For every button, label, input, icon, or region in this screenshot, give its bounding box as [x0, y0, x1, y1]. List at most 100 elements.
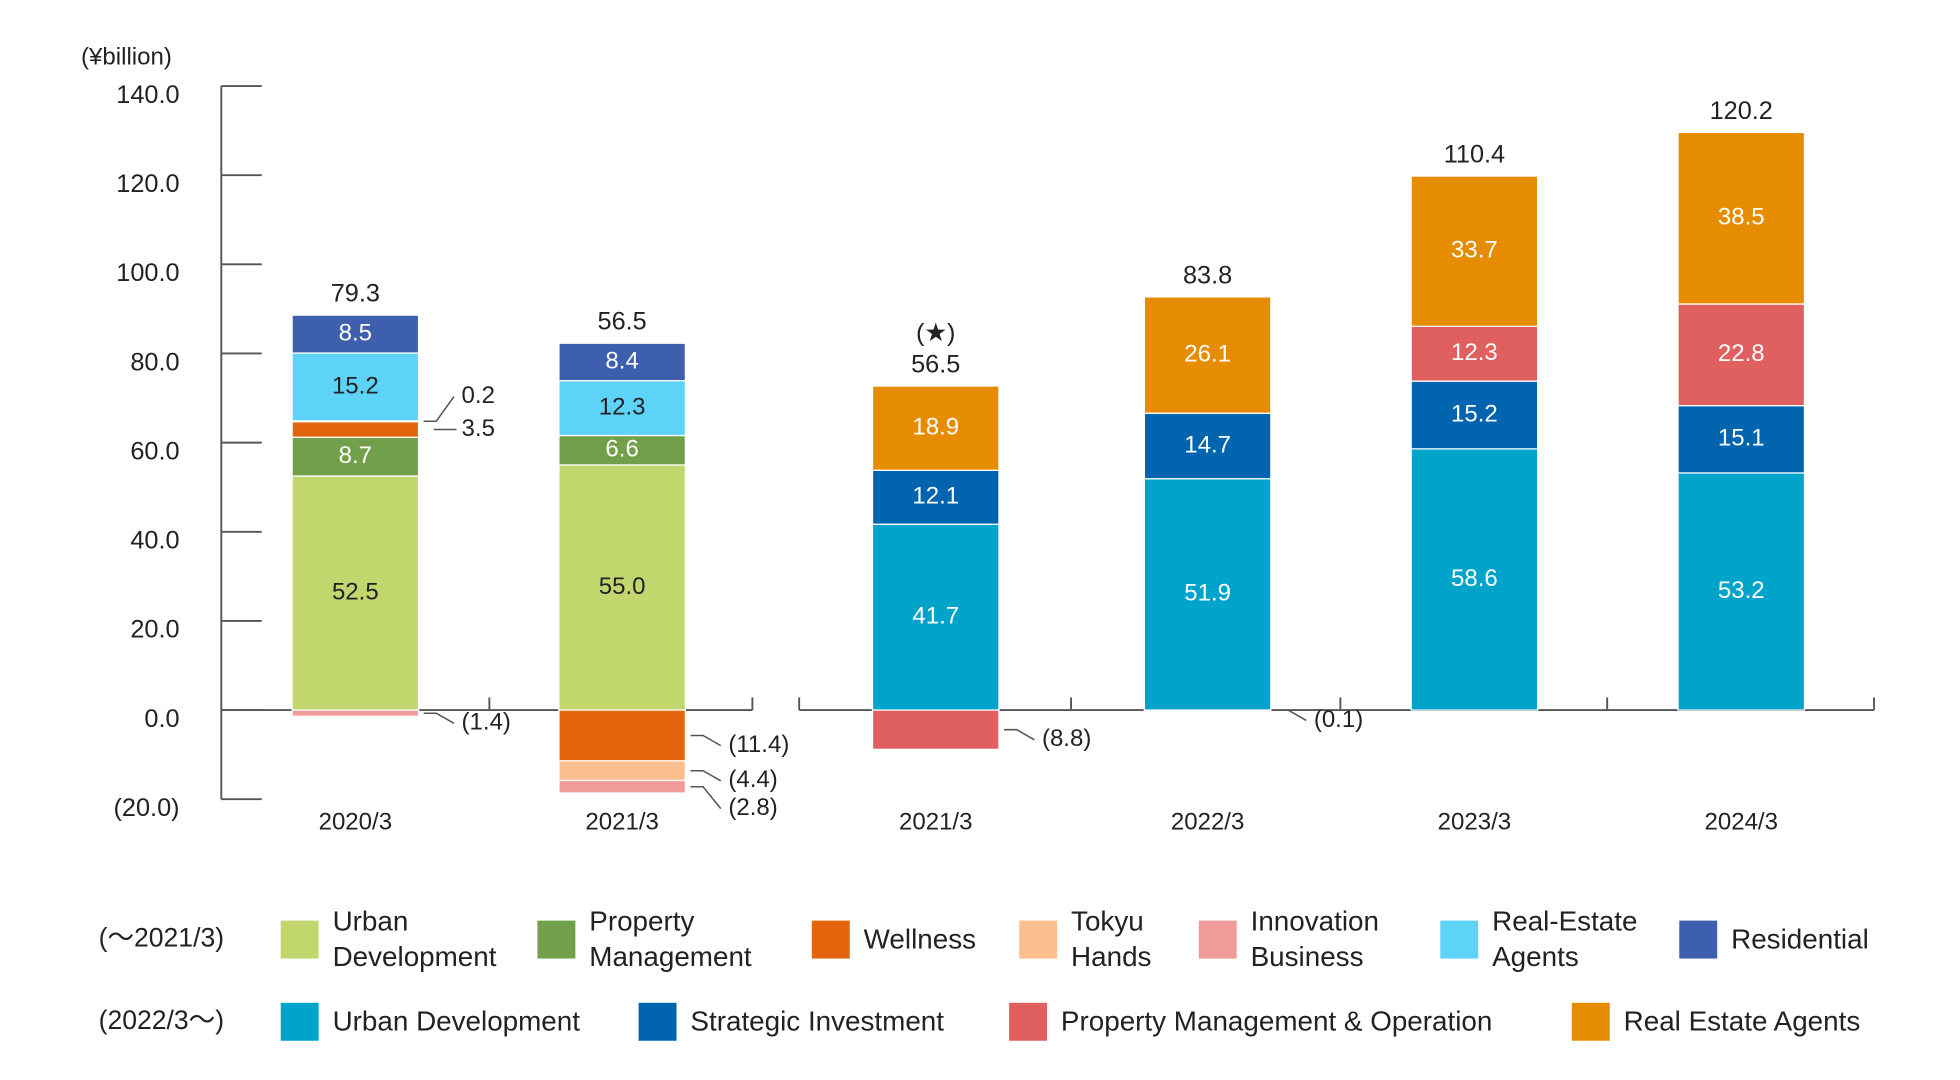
- legend-entry: Urban Development: [332, 1005, 580, 1037]
- legend-entry: Tokyu Hands: [1071, 905, 1152, 973]
- legend-label: Residential: [1731, 923, 1869, 955]
- value-label: (11.4): [728, 731, 789, 758]
- bar-segment: [558, 760, 686, 782]
- legend-label: Innovation Business: [1250, 905, 1379, 973]
- legend-swatch: [280, 1002, 319, 1041]
- y-tick-label: 20.0: [130, 616, 179, 644]
- bar-segment: [1143, 296, 1272, 414]
- bar-segment: [291, 421, 420, 438]
- legend-swatch: [1009, 1002, 1048, 1041]
- bar-segment: [1410, 380, 1539, 450]
- value-label: (2.8): [728, 794, 777, 821]
- leader-line: [1004, 728, 1035, 741]
- legend-label: Urban Development: [332, 1005, 580, 1037]
- bar-segment: [558, 380, 686, 437]
- y-tick-label: 120.0: [116, 170, 179, 198]
- y-tick-label: 0.0: [144, 705, 179, 733]
- x-tick-label: 2024/3: [1705, 809, 1778, 836]
- legend-swatch: [811, 920, 850, 959]
- total-label: 56.5: [598, 308, 647, 336]
- bar-segment: [871, 385, 1000, 471]
- legend-group-label: (～2021/3): [99, 923, 224, 953]
- leader-line: [690, 769, 722, 782]
- legend-label: Real-Estate Agents: [1492, 905, 1638, 973]
- total-label: 120.2: [1710, 97, 1773, 125]
- legend-swatch: [280, 920, 319, 959]
- bar-segment: [291, 709, 420, 717]
- x-tick-label: 2020/3: [319, 809, 392, 836]
- annotation: (★): [916, 319, 956, 347]
- legend-label: Wellness: [863, 923, 977, 955]
- legend-swatch: [1440, 920, 1479, 959]
- bar-segment: [558, 709, 686, 762]
- x-tick-label: 2023/3: [1438, 809, 1511, 836]
- value-label: 12.1: [912, 483, 959, 510]
- value-label: 8.5: [339, 319, 372, 346]
- total-label: 110.4: [1444, 141, 1505, 169]
- y-tick-label: (20.0): [114, 794, 180, 822]
- legend-label: Real Estate Agents: [1623, 1005, 1861, 1037]
- legend-swatch: [1571, 1002, 1610, 1041]
- value-label: 14.7: [1184, 431, 1231, 458]
- leader-line: [690, 785, 722, 810]
- bar-segment: [871, 469, 1000, 525]
- value-label: 6.6: [605, 436, 638, 463]
- value-label: 3.5: [462, 415, 495, 442]
- value-label: 22.8: [1718, 340, 1765, 367]
- value-label: 26.1: [1184, 340, 1231, 367]
- legend-entry: Wellness: [863, 923, 977, 955]
- value-label: (0.1): [1314, 706, 1363, 733]
- value-label: 15.1: [1718, 425, 1765, 452]
- bar-segment: [558, 779, 686, 794]
- y-axis-label: (¥billion): [81, 44, 172, 71]
- legend-label: Strategic Investment: [690, 1005, 945, 1037]
- y-tick-label: 40.0: [130, 527, 179, 555]
- value-label: 8.4: [605, 347, 638, 374]
- legend-entry: Real Estate Agents: [1623, 1005, 1861, 1037]
- leader-line: [690, 734, 722, 747]
- value-label: 12.3: [599, 393, 646, 420]
- bar-segment: [1677, 131, 1806, 305]
- legend-entry: Strategic Investment: [690, 1005, 945, 1037]
- value-label: 41.7: [912, 602, 959, 629]
- legend-label: Urban Development: [332, 905, 497, 973]
- x-tick-label: 2021/3: [899, 809, 972, 836]
- legend-label: Tokyu Hands: [1071, 905, 1152, 973]
- value-label: 18.9: [912, 413, 959, 440]
- bar-segment: [291, 436, 420, 477]
- bar-segment: [1410, 448, 1539, 711]
- value-label: 0.2: [462, 382, 495, 409]
- leader-line: [423, 396, 455, 422]
- legend-entry: Urban Development: [332, 905, 497, 973]
- legend-entry: Residential: [1731, 923, 1869, 955]
- value-label: 52.5: [332, 578, 379, 605]
- legend-swatch: [1679, 920, 1718, 959]
- bar-segment: [1677, 303, 1806, 407]
- value-label: 55.0: [599, 573, 646, 600]
- value-label: 15.2: [332, 372, 379, 399]
- y-tick-label: 140.0: [116, 81, 179, 109]
- leader-line: [423, 712, 455, 724]
- y-tick-label: 60.0: [130, 437, 179, 465]
- value-label: (8.8): [1042, 725, 1091, 752]
- bar-segment: [1143, 478, 1272, 711]
- bar-segment: [558, 464, 686, 711]
- bar-segment: [1410, 175, 1539, 327]
- y-tick-label: 100.0: [116, 259, 179, 287]
- value-label: (4.4): [728, 766, 777, 793]
- bar-segment: [558, 434, 686, 466]
- legend-entry: Property Management: [589, 905, 751, 972]
- bar-segment: [871, 709, 1000, 750]
- value-label: 51.9: [1184, 580, 1231, 607]
- total-label: 56.5: [911, 350, 960, 378]
- value-label: 38.5: [1718, 204, 1765, 231]
- value-label: 33.7: [1451, 237, 1498, 264]
- bar-segment: [291, 314, 420, 354]
- legend-entry: Property Management & Operation: [1061, 1005, 1492, 1037]
- x-tick-label: 2021/3: [585, 809, 658, 836]
- value-label: 58.6: [1451, 565, 1498, 592]
- value-label: 15.2: [1451, 400, 1498, 427]
- bar-segment: [1143, 412, 1272, 480]
- legend-entry: Innovation Business: [1250, 905, 1379, 973]
